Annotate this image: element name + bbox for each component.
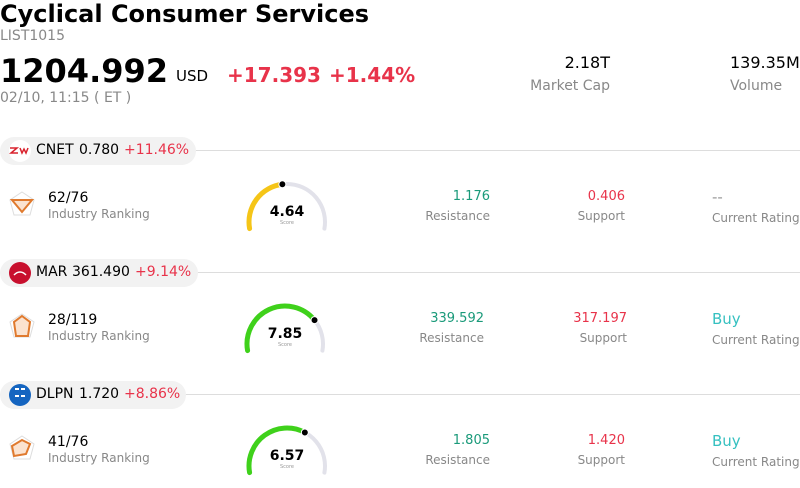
separator (0, 272, 800, 273)
support: 0.406 (587, 189, 625, 204)
score: 4.64 (270, 204, 305, 220)
resistance-label: Resistance (425, 453, 490, 467)
stock-price: 0.780 (79, 142, 120, 158)
change: +17.393 (227, 63, 321, 87)
stock-ticker: CNET (36, 142, 74, 158)
logo-bg (9, 140, 31, 162)
resistance-label: Resistance (419, 331, 484, 345)
radar-grid (9, 435, 35, 460)
ranking-label: Industry Ranking (48, 207, 150, 221)
score-label: Score (280, 464, 294, 470)
support: 317.197 (573, 311, 627, 326)
radar-shape (12, 314, 32, 337)
change-pct: +1.44% (329, 63, 416, 87)
score: 7.85 (268, 326, 303, 342)
logo-mark (8, 147, 29, 155)
separator (0, 394, 800, 395)
resistance: 1.805 (452, 433, 490, 448)
gauge-dot (278, 180, 287, 189)
stock-pill: DLPN 1.720 +8.86% (0, 381, 186, 409)
support-label: Support (579, 331, 627, 345)
gauge-fill (244, 303, 318, 354)
separator (0, 150, 800, 151)
stock-price: 361.490 (72, 264, 130, 280)
support-label: Support (577, 453, 625, 467)
rating: Buy (712, 310, 741, 328)
ranking-icon (9, 191, 35, 216)
ranking: 28/119 (48, 312, 98, 328)
score: 6.57 (270, 448, 305, 464)
score-label: Score (278, 342, 292, 348)
stat-value: 139.35M (730, 53, 800, 72)
rating: Buy (712, 432, 741, 450)
support-label: Support (577, 209, 625, 223)
stock-ticker: MAR (36, 264, 68, 280)
ranking: 41/76 (48, 434, 89, 450)
rating-label: Current Rating (712, 211, 800, 225)
resistance: 339.592 (430, 311, 484, 326)
price: 1204.992 (0, 52, 169, 90)
gauge-dot (300, 428, 309, 437)
rating: -- (712, 188, 723, 206)
radar-shape (9, 199, 35, 214)
logo-mark (15, 388, 25, 397)
resistance-label: Resistance (425, 209, 490, 223)
stat-label: Market Cap (530, 78, 610, 94)
stock-ticker: DLPN (36, 386, 74, 402)
ranking-label: Industry Ranking (48, 329, 150, 343)
stock-logo (8, 140, 31, 162)
gauge-fill (246, 425, 308, 476)
logo-bg (9, 262, 31, 284)
rating-label: Current Rating (712, 333, 800, 347)
stock-change: +8.86% (124, 386, 181, 402)
stat-value: 2.18T (564, 53, 610, 72)
ranking-icon (9, 435, 35, 460)
score-label: Score (280, 220, 294, 226)
logo-bg (9, 384, 31, 406)
ranking-label: Industry Ranking (48, 451, 150, 465)
radar-grid (9, 191, 35, 216)
stock-change: +9.14% (135, 264, 192, 280)
stat-label: Volume (730, 78, 783, 94)
stock-price: 1.720 (79, 386, 120, 402)
currency: USD (176, 67, 209, 85)
stock-pill: MAR 361.490 +9.14% (0, 259, 198, 287)
logo-mark (13, 271, 27, 276)
code: LIST1015 (0, 28, 65, 44)
stock-logo (9, 384, 31, 406)
stock-change: +11.46% (124, 142, 190, 158)
stock-logo (9, 262, 31, 284)
rating-label: Current Rating (712, 455, 800, 469)
title: Cyclical Consumer Services (0, 0, 370, 28)
ranking: 62/76 (48, 190, 89, 206)
resistance: 1.176 (452, 189, 490, 204)
support: 1.420 (587, 433, 625, 448)
gauge-fill (246, 181, 285, 232)
time: 02/10, 11:15 ( ET ) (0, 90, 132, 106)
radar-shape (10, 438, 32, 458)
ranking-icon (9, 313, 35, 338)
stock-pill: CNET 0.780 +11.46% (0, 137, 196, 165)
gauge-dot (310, 316, 319, 325)
